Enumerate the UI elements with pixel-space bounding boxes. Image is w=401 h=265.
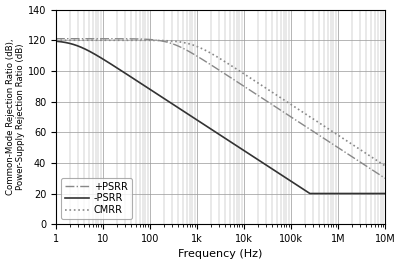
+PSRR (376, 173, 381, 176)
+PSRR (54, 37, 59, 40)
-PSRR (376, 192, 381, 195)
+PSRR (180, 46, 184, 50)
Legend: +PSRR, -PSRR, CMRR: +PSRR, -PSRR, CMRR (61, 178, 132, 219)
CMRR (54, 39, 59, 42)
CMRR (91, 39, 96, 42)
-PSRR (308, 192, 312, 195)
+PSRR (194, 54, 199, 58)
CMRR (341, 137, 346, 140)
X-axis label: Frequency (Hz): Frequency (Hz) (178, 249, 263, 259)
CMRR (376, 160, 381, 163)
CMRR (194, 45, 199, 48)
-PSRR (54, 39, 59, 43)
-PSRR (341, 192, 346, 195)
-PSRR (111, 64, 115, 67)
+PSRR (383, 177, 387, 180)
CMRR (180, 41, 184, 44)
CMRR (383, 164, 387, 167)
+PSRR (111, 37, 115, 40)
Line: -PSRR: -PSRR (56, 41, 385, 193)
-PSRR (91, 52, 96, 55)
-PSRR (194, 118, 199, 121)
-PSRR (180, 109, 184, 112)
+PSRR (341, 149, 346, 153)
CMRR (111, 39, 115, 42)
+PSRR (91, 37, 96, 40)
Line: CMRR: CMRR (56, 40, 385, 166)
Y-axis label: Common-Mode Rejection Ratio (dB),
Power-Supply Rejection Ratio (dB): Common-Mode Rejection Ratio (dB), Power-… (6, 39, 25, 195)
-PSRR (383, 192, 387, 195)
Line: +PSRR: +PSRR (56, 39, 385, 178)
